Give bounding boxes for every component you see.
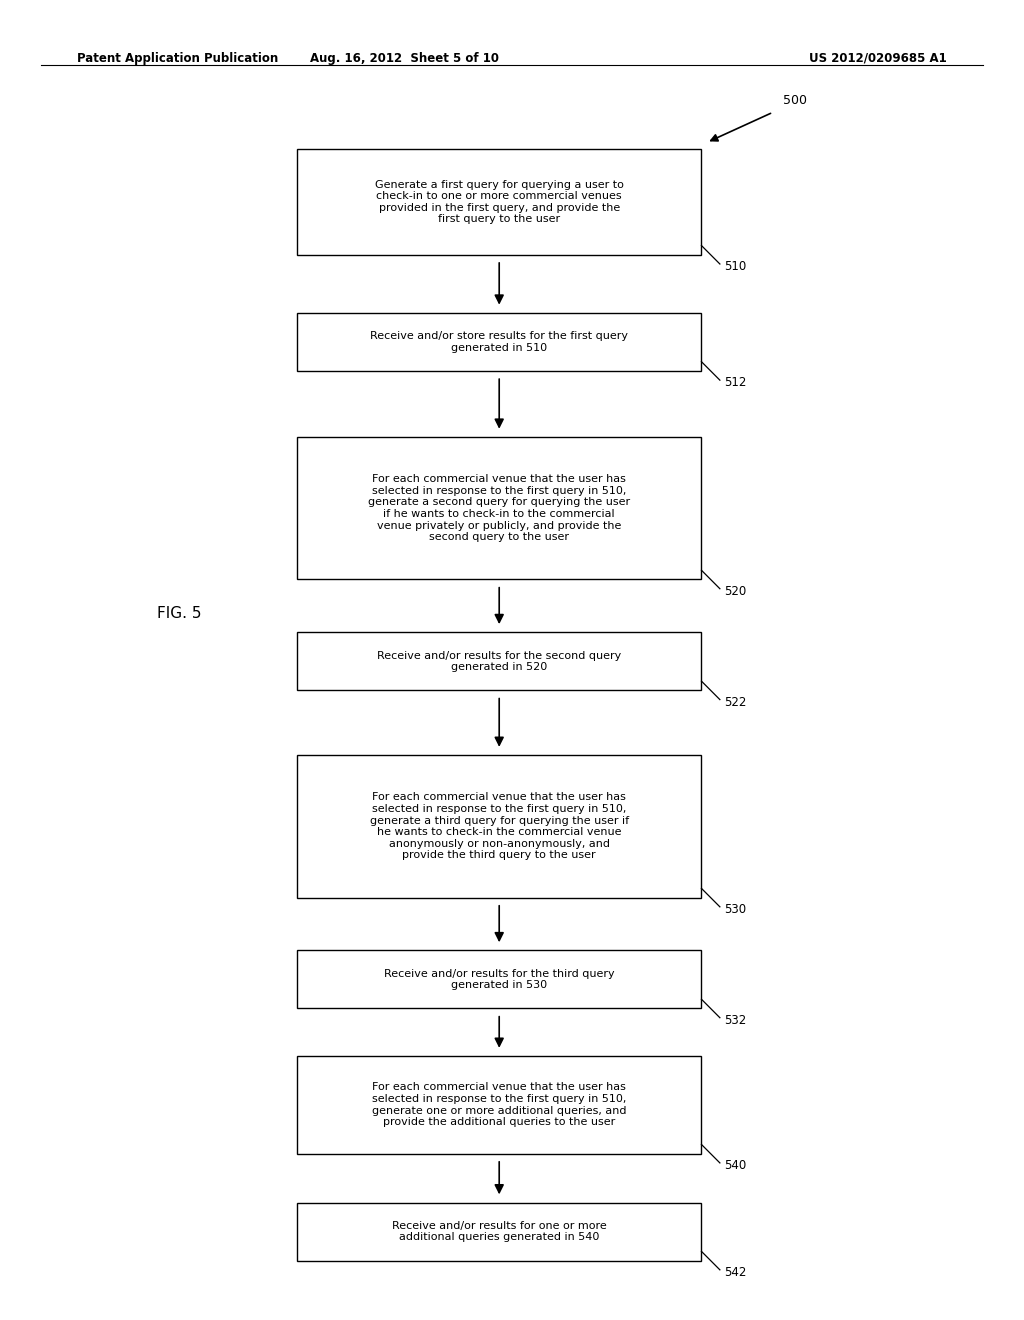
- Bar: [297, 437, 701, 579]
- Bar: [297, 1203, 701, 1261]
- Text: Aug. 16, 2012  Sheet 5 of 10: Aug. 16, 2012 Sheet 5 of 10: [310, 51, 499, 65]
- Text: 530: 530: [724, 903, 746, 916]
- Bar: [297, 632, 701, 690]
- Text: For each commercial venue that the user has
selected in response to the first qu: For each commercial venue that the user …: [370, 792, 629, 861]
- Text: Receive and/or results for the third query
generated in 530: Receive and/or results for the third que…: [384, 969, 614, 990]
- Text: For each commercial venue that the user has
selected in response to the first qu: For each commercial venue that the user …: [369, 474, 630, 543]
- Text: 532: 532: [724, 1014, 746, 1027]
- Text: Generate a first query for querying a user to
check-in to one or more commercial: Generate a first query for querying a us…: [375, 180, 624, 224]
- Bar: [297, 1056, 701, 1154]
- Text: Receive and/or results for one or more
additional queries generated in 540: Receive and/or results for one or more a…: [392, 1221, 606, 1242]
- Text: 510: 510: [724, 260, 746, 273]
- Text: 542: 542: [724, 1266, 746, 1279]
- Text: US 2012/0209685 A1: US 2012/0209685 A1: [809, 51, 947, 65]
- Text: Patent Application Publication: Patent Application Publication: [77, 51, 279, 65]
- Text: 520: 520: [724, 585, 746, 598]
- Text: Receive and/or store results for the first query
generated in 510: Receive and/or store results for the fir…: [371, 331, 628, 352]
- Text: 500: 500: [783, 94, 807, 107]
- Text: Receive and/or results for the second query
generated in 520: Receive and/or results for the second qu…: [377, 651, 622, 672]
- Text: FIG. 5: FIG. 5: [157, 606, 202, 622]
- Bar: [297, 755, 701, 898]
- Bar: [297, 950, 701, 1008]
- Bar: [297, 149, 701, 255]
- Text: 540: 540: [724, 1159, 746, 1172]
- Text: For each commercial venue that the user has
selected in response to the first qu: For each commercial venue that the user …: [372, 1082, 627, 1127]
- Text: 522: 522: [724, 696, 746, 709]
- Text: 512: 512: [724, 376, 746, 389]
- Bar: [297, 313, 701, 371]
